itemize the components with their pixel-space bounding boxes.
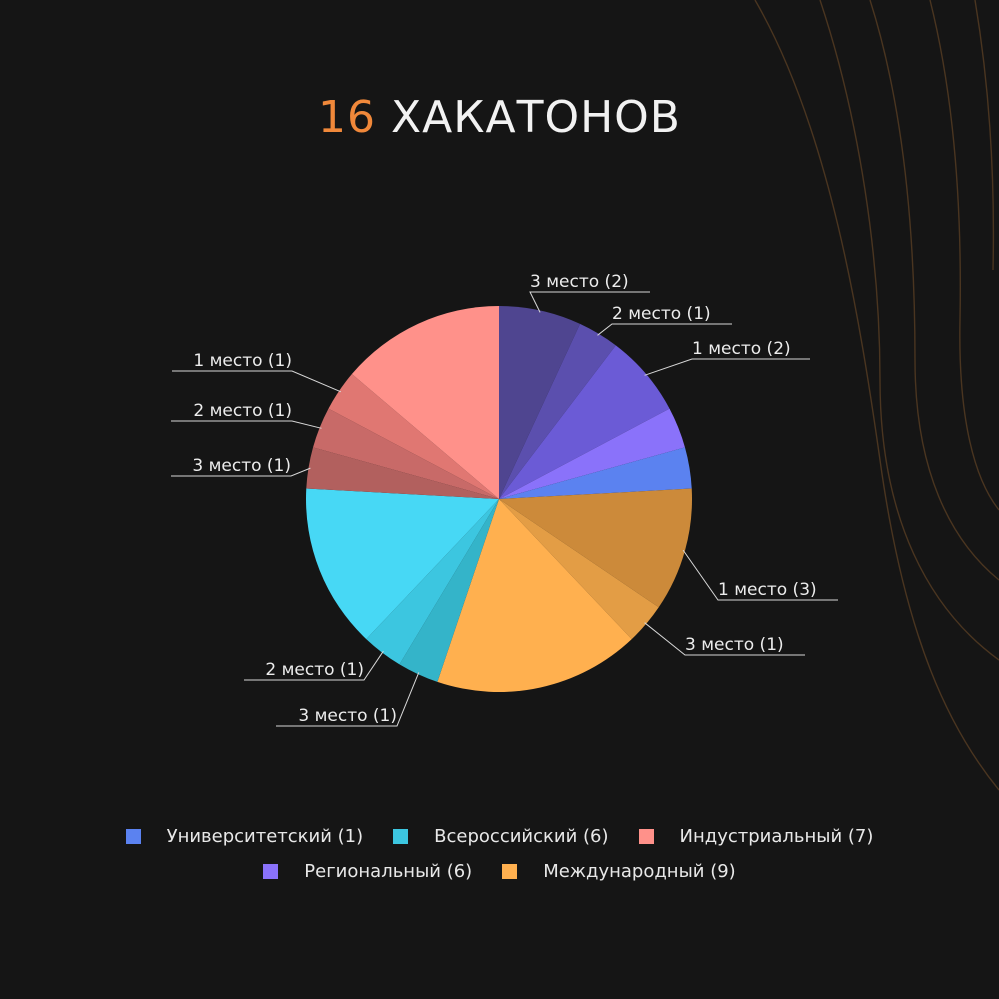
decor-curve-3: [929, 0, 999, 511]
pie-slice: [305, 488, 499, 640]
legend-label: Всероссийский (6): [434, 826, 609, 847]
leader-line: [172, 370, 342, 393]
legend-item: Университетский (1): [125, 826, 364, 847]
slice-label: 2 место (1): [193, 401, 292, 421]
decor-curve-1: [819, 0, 999, 661]
leader-line: [171, 467, 311, 477]
legend-swatch: [393, 829, 409, 844]
decor-curve-4: [974, 0, 995, 271]
title-text: ХАКАТОНОВ: [391, 92, 681, 143]
decor-curve-2: [869, 0, 999, 581]
leader-line: [244, 650, 384, 681]
slice-label: 3 место (1): [685, 635, 784, 655]
pie-slice: [399, 499, 499, 682]
pie-slice: [437, 499, 632, 693]
legend-swatch: [502, 864, 518, 879]
legend-item: Индустриальный (7): [638, 826, 874, 847]
pie-slice: [351, 306, 499, 499]
pie-slice: [499, 488, 693, 608]
slice-label: 2 место (1): [612, 304, 711, 324]
legend-label: Индустриальный (7): [679, 826, 874, 847]
legend-label: Международный (9): [543, 861, 736, 882]
leader-line: [171, 420, 322, 429]
legend-swatch: [125, 829, 141, 844]
leader-line: [529, 291, 650, 313]
legend: Университетский (1) Всероссийский (6) Инду…: [0, 826, 999, 882]
legend-swatch: [263, 864, 279, 879]
pie-slice: [499, 323, 616, 499]
pie-slice: [306, 447, 499, 499]
legend-label: Университетский (1): [166, 826, 364, 847]
chart-title: 16 ХАКАТОНОВ: [0, 92, 999, 143]
pie-slice: [499, 306, 581, 499]
slice-label: 2 место (1): [265, 660, 364, 680]
slice-label: 3 место (1): [298, 706, 397, 726]
slice-label: 1 место (2): [692, 339, 791, 359]
legend-item: Всероссийский (6): [393, 826, 609, 847]
leader-line: [597, 323, 732, 336]
pie-slice: [499, 408, 685, 499]
leader-line: [644, 622, 805, 656]
legend-item: Региональный (6): [263, 861, 472, 882]
pie-slice: [499, 447, 692, 499]
slice-labels: 3 место (2) 2 место (1) 1 место (2) 1 место…: [171, 272, 838, 727]
slice-label: 3 место (1): [192, 456, 291, 476]
title-number: 16: [318, 92, 376, 143]
pie-slice: [313, 408, 499, 499]
pie-slice: [499, 499, 659, 640]
leader-line: [276, 672, 420, 727]
slice-label: 3 место (2): [530, 272, 629, 292]
pie-slice: [366, 499, 499, 665]
slice-label: 1 место (1): [193, 351, 292, 371]
decor-curve-0: [754, 0, 999, 791]
pie-slice: [499, 345, 670, 499]
legend-item: Международный (9): [502, 861, 736, 882]
legend-label: Региональный (6): [304, 861, 473, 882]
leader-line: [682, 549, 838, 601]
leader-line: [644, 358, 810, 376]
legend-swatch: [638, 829, 654, 844]
slice-label: 1 место (3): [718, 580, 817, 600]
pie-slice: [328, 374, 499, 499]
